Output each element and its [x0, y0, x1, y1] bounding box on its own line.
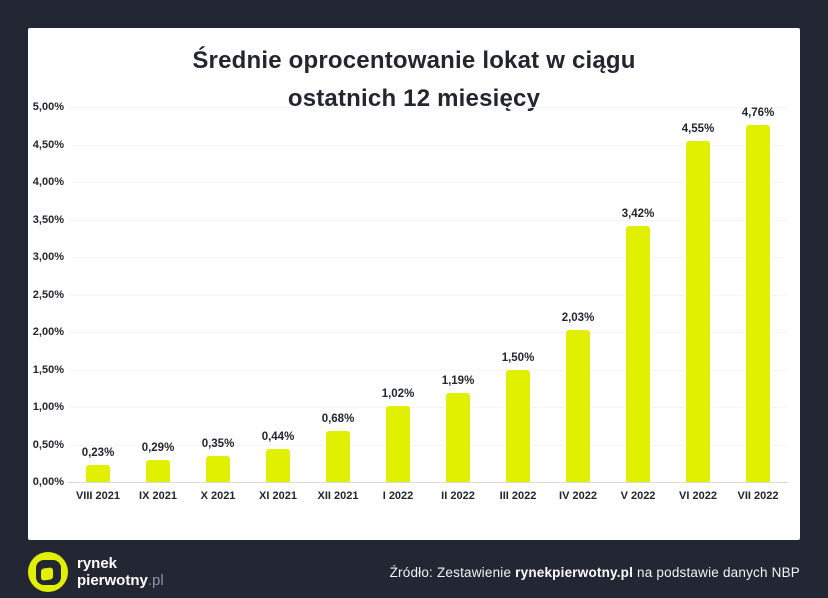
gridline: [68, 294, 788, 296]
x-tick-label: X 2021: [200, 490, 236, 502]
bar: [506, 369, 530, 482]
gridline: [68, 257, 788, 258]
bar: [626, 225, 650, 482]
y-tick-label: 0,00%: [32, 476, 64, 488]
gridline: [68, 182, 788, 183]
y-tick-label: 4,00%: [32, 176, 64, 188]
x-tick-label: VIII 2021: [75, 490, 121, 502]
x-axis-baseline: [68, 482, 788, 483]
bar-column: 0,68%: [308, 107, 368, 482]
y-tick-label: 1,00%: [32, 401, 64, 413]
bar-column: 1,02%: [368, 107, 428, 482]
source-brand: rynekpierwotny.pl: [515, 564, 634, 580]
gridline: [68, 332, 788, 333]
y-axis-labels: 5,00% 4,50% 4,00% 3,50% 3,00% 2,50% 2,00% 1,50%…: [30, 101, 64, 488]
bar-chart: 5,00% 4,50% 4,00% 3,50% 3,00% 2,50% 2,00% 1,50%…: [28, 100, 800, 510]
bar-value-label: 2,03%: [561, 311, 595, 324]
y-tick-label: 1,50%: [32, 363, 64, 376]
bar: [686, 140, 710, 482]
chart-card: Średnie oprocentowanie lokat w ciągu ost…: [28, 28, 800, 540]
y-tick-label: 2,00%: [32, 326, 64, 338]
bar-column: 1,50%: [488, 107, 548, 482]
plot-area: 0,23% 0,29% 0,35% 0,44% 0,68% 1,02% 1,19% 1,50%…: [68, 107, 788, 483]
bar-column: 4,55%: [668, 107, 728, 482]
bar: [146, 460, 170, 482]
y-tick-label: 2,50%: [32, 288, 64, 301]
bars-row: 0,23% 0,29% 0,35% 0,44% 0,68% 1,02% 1,19% 1,50%…: [68, 107, 788, 482]
bar-value-label: 1,02%: [381, 387, 415, 400]
bar-value-label: 4,76%: [741, 107, 775, 119]
gridline: [68, 369, 788, 371]
y-tick-label: 4,50%: [32, 138, 64, 151]
bar-value-label: 0,35%: [201, 437, 235, 450]
logo-inner-cutout: [41, 567, 53, 581]
footer: rynek pierwotny.pl Źródło: Zestawienie r…: [28, 550, 800, 594]
bar-column: 0,35%: [188, 107, 248, 482]
bar-value-label: 0,44%: [261, 431, 295, 443]
bar-value-label: 0,29%: [141, 442, 175, 455]
brand-suffix: .pl: [147, 572, 164, 589]
source-suffix: na podstawie danych NBP: [633, 564, 800, 580]
gridline: [68, 107, 788, 108]
gridline: [68, 219, 788, 221]
bar-column: 0,29%: [128, 107, 188, 482]
brand-text-line1: rynek: [77, 555, 118, 572]
x-tick-label: I 2022: [382, 490, 414, 502]
x-tick-label: XII 2021: [317, 490, 359, 502]
y-tick-label: 3,00%: [32, 251, 64, 263]
brand-logo: rynek pierwotny.pl: [28, 552, 164, 592]
x-tick-label: IV 2022: [559, 490, 597, 502]
chart-title-line1: Średnie oprocentowanie lokat w ciągu: [192, 47, 636, 74]
bar: [326, 431, 350, 482]
gridline: [68, 407, 788, 408]
x-tick-label: VII 2022: [737, 490, 779, 502]
y-tick-label: 5,00%: [32, 101, 64, 113]
y-tick-label: 0,50%: [32, 438, 64, 451]
bar: [566, 329, 590, 482]
brand-text: rynek pierwotny.pl: [77, 555, 164, 589]
x-tick-label: IX 2021: [139, 490, 177, 502]
bar-value-label: 0,68%: [321, 413, 355, 425]
brand-text-line2: pierwotny.pl: [77, 572, 164, 589]
x-tick-label: V 2022: [620, 490, 656, 502]
bar: [86, 464, 110, 482]
bar: [746, 125, 770, 482]
x-tick-label: II 2022: [441, 490, 475, 502]
bar-column: 2,03%: [548, 107, 608, 482]
bar: [206, 455, 230, 482]
bar-value-label: 0,23%: [81, 446, 115, 459]
bar-value-label: 3,42%: [621, 207, 655, 220]
bar-column: 4,76%: [728, 107, 788, 482]
gridline: [68, 144, 788, 146]
source-line: Źródło: Zestawienie rynekpierwotny.pl na…: [390, 565, 800, 580]
x-tick-label: III 2022: [499, 490, 537, 502]
bar-value-label: 4,55%: [681, 122, 715, 135]
gridline: [68, 444, 788, 446]
bar-value-label: 1,50%: [501, 351, 535, 364]
x-tick-label: XI 2021: [259, 490, 297, 502]
rynekpierwotny-logo-icon: [28, 552, 68, 592]
bar: [446, 392, 470, 482]
source-prefix: Źródło: Zestawienie: [389, 564, 516, 580]
x-axis-labels: VIII 2021 IX 2021 X 2021 XI 2021 XII 2021 I 2…: [68, 490, 788, 502]
bar-column: 0,44%: [248, 107, 308, 482]
bar-column: 1,19%: [428, 107, 488, 482]
bar: [386, 405, 410, 482]
bar-value-label: 1,19%: [441, 374, 475, 387]
bar: [266, 449, 290, 482]
brand-name-bold: pierwotny: [77, 572, 148, 589]
logo-inner-square: [35, 559, 61, 585]
chart-title: Średnie oprocentowanie lokat w ciągu ost…: [28, 42, 800, 118]
bar-column: 0,23%: [68, 107, 128, 482]
y-tick-label: 3,50%: [32, 213, 64, 226]
x-tick-label: VI 2022: [679, 490, 717, 502]
gridlines: [68, 107, 788, 483]
bar-column: 3,42%: [608, 107, 668, 482]
